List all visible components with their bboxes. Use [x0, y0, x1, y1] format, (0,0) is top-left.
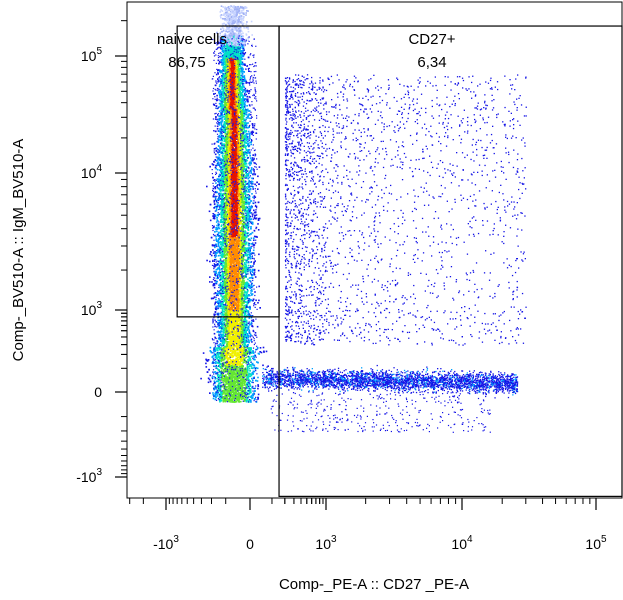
y-tick-base: 10: [81, 302, 97, 318]
x-tick-base: 10: [315, 536, 331, 552]
x-tick-label: 104: [451, 534, 473, 552]
event-dots: [200, 5, 527, 433]
x-minor-ticks: [129, 498, 591, 504]
gate-cd27-percent: 6,34: [417, 54, 446, 71]
x-axis-title: Comp-_PE-A :: CD27 _PE-A: [279, 576, 469, 593]
y-tick-base: -10: [76, 469, 96, 485]
y-tick-exponent: 3: [96, 300, 102, 311]
x-tick-exponent: 3: [173, 534, 179, 545]
y-tick-exponent: 4: [96, 163, 102, 174]
x-tick-label: 105: [585, 534, 607, 552]
y-minor-ticks: [121, 20, 127, 475]
x-tick-base: -10: [153, 536, 173, 552]
x-tick-exponent: 4: [467, 534, 473, 545]
y-tick-label: 103: [81, 300, 103, 318]
y-tick-exponent: 5: [96, 46, 102, 57]
x-tick-label: 0: [246, 536, 254, 552]
plot-frame: [126, 1, 623, 499]
x-tick-exponent: 5: [601, 534, 607, 545]
x-tick-label: -103: [153, 534, 179, 552]
y-axis-title: Comp-_BV510-A :: IgM_BV510-A: [10, 139, 27, 362]
y-tick-label: 0: [94, 384, 102, 400]
gate-naive-cells-name: naive cells: [157, 31, 227, 48]
y-tick-exponent: 3: [96, 467, 102, 478]
y-tick-label: 104: [81, 163, 103, 181]
y-tick-base: 10: [81, 48, 97, 64]
gate-naive-cells-percent: 86,75: [168, 54, 206, 71]
gate-cd27-name: CD27+: [408, 31, 455, 48]
x-tick-base: 10: [585, 536, 601, 552]
gate-cd27-positive[interactable]: [278, 25, 623, 497]
x-tick-exponent: 3: [331, 534, 337, 545]
x-tick-label: 103: [315, 534, 337, 552]
x-tick-labels: -103 0 103 104 105: [153, 498, 607, 552]
y-tick-label: 105: [81, 46, 103, 64]
x-tick-base: 10: [451, 536, 467, 552]
y-tick-label: -103: [76, 467, 102, 485]
y-tick-base: 10: [81, 165, 97, 181]
